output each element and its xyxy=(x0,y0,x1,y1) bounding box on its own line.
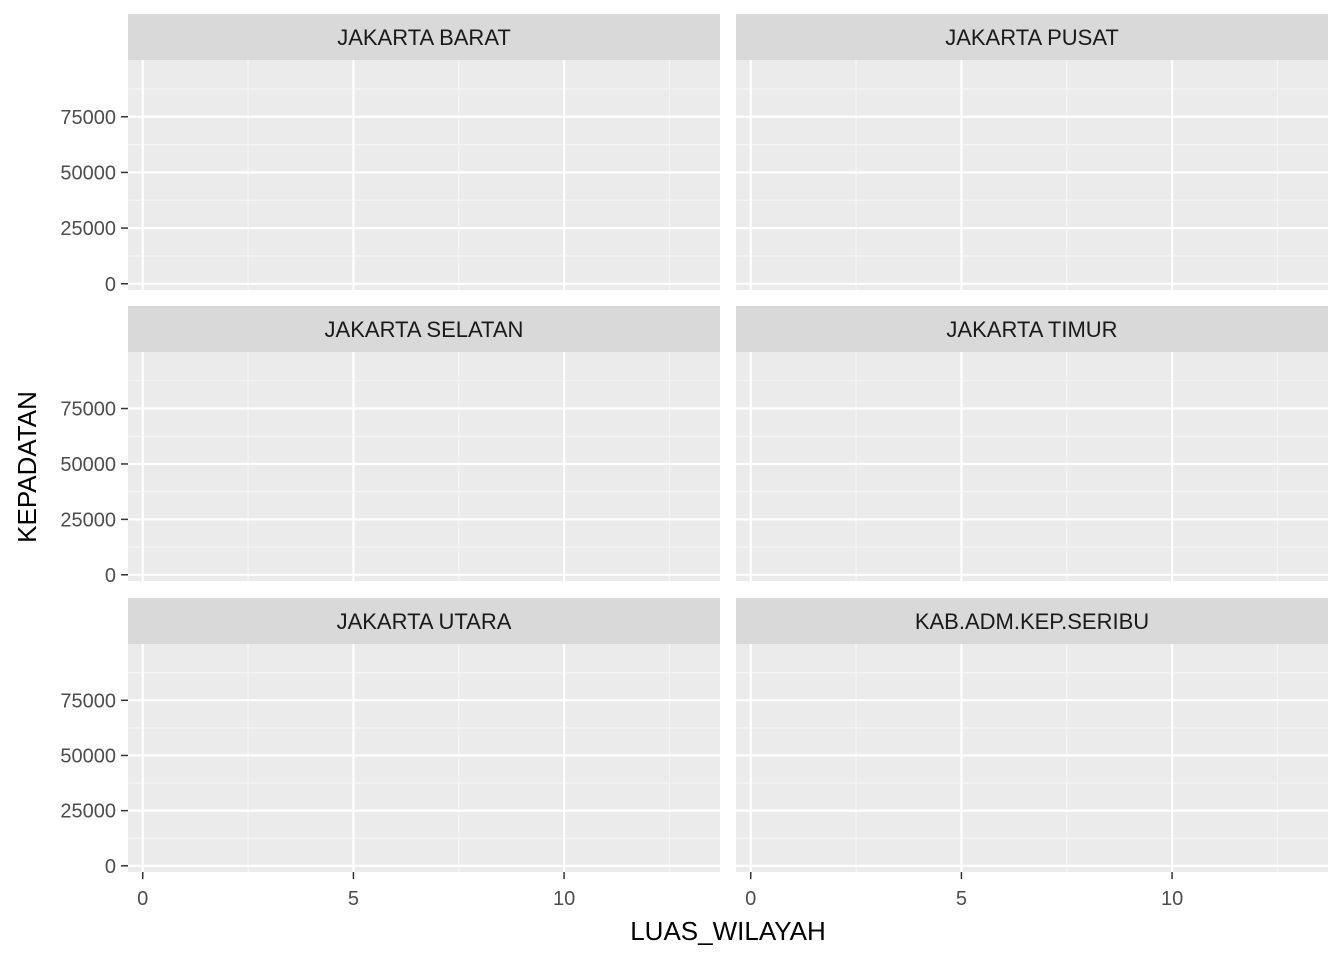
panel-background xyxy=(128,644,720,872)
x-tick-label: 5 xyxy=(348,888,359,910)
facet-strip-label: JAKARTA TIMUR xyxy=(946,317,1117,342)
y-tick-label: 50000 xyxy=(60,454,116,476)
y-tick-label: 50000 xyxy=(60,745,116,767)
facet-strip-label: JAKARTA PUSAT xyxy=(945,25,1119,50)
facet-strip xyxy=(128,598,720,644)
x-tick-label: 0 xyxy=(745,888,756,910)
x-tick-label: 10 xyxy=(1161,888,1183,910)
panel-background xyxy=(736,644,1328,872)
y-tick-label: 0 xyxy=(105,274,116,296)
facet-panel: JAKARTA BARAT 0 25000 50000 75000 xyxy=(60,14,720,296)
facet-strip xyxy=(128,306,720,352)
y-tick-label: 25000 xyxy=(60,509,116,531)
facet-strip-label: JAKARTA SELATAN xyxy=(325,317,524,342)
x-axis-title: LUAS_WILAYAH xyxy=(630,916,826,946)
y-axis-title: KEPADATAN xyxy=(12,391,42,543)
y-tick-label: 0 xyxy=(105,565,116,587)
facet-strip-label: JAKARTA BARAT xyxy=(337,25,511,50)
facet-panel: KAB.ADM.KEP.SERIBU 0 5 10 xyxy=(736,598,1328,910)
x-tick-label: 5 xyxy=(956,888,967,910)
y-tick-label: 25000 xyxy=(60,801,116,823)
y-tick-label: 50000 xyxy=(60,162,116,184)
panel-background xyxy=(128,352,720,581)
panel-background xyxy=(736,352,1328,581)
facet-panel: JAKARTA PUSAT xyxy=(736,14,1328,290)
x-tick-label: 10 xyxy=(553,888,575,910)
facet-panel: JAKARTA SELATAN 0 25000 50000 75000 xyxy=(60,306,720,587)
y-tick-label: 75000 xyxy=(60,107,116,129)
x-tick-label: 0 xyxy=(137,888,148,910)
facet-panel: JAKARTA UTARA 0 25000 50000 75000 0 5 10 xyxy=(60,598,720,910)
y-tick-label: 75000 xyxy=(60,690,116,712)
facet-strip xyxy=(736,306,1328,352)
y-tick-label: 25000 xyxy=(60,218,116,240)
y-tick-label: 75000 xyxy=(60,399,116,421)
facet-strip xyxy=(736,14,1328,60)
y-tick-label: 0 xyxy=(105,856,116,878)
panel-background xyxy=(736,60,1328,290)
facet-strip-label: KAB.ADM.KEP.SERIBU xyxy=(915,609,1149,634)
facet-strip xyxy=(128,14,720,60)
panel-background xyxy=(128,60,720,290)
facet-strip xyxy=(736,598,1328,644)
facet-strip-label: JAKARTA UTARA xyxy=(337,609,512,634)
facet-panel: JAKARTA TIMUR xyxy=(736,306,1328,581)
